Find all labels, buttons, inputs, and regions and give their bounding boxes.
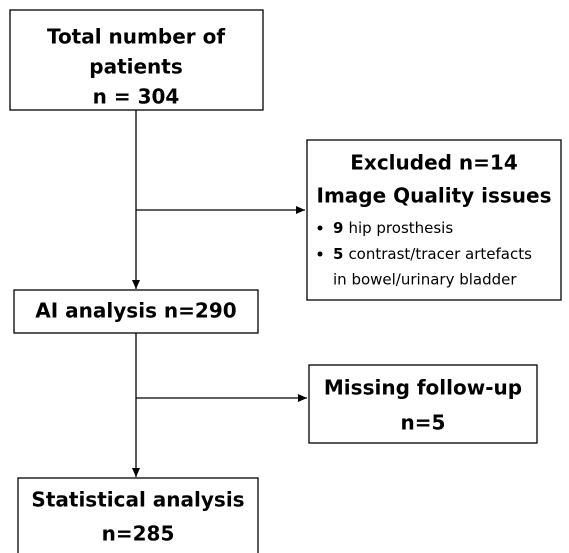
item-text: hip prosthesis	[348, 219, 453, 237]
node-text: Statistical analysis	[31, 488, 244, 512]
box-statistical	[17, 477, 259, 553]
box-missing	[308, 364, 538, 444]
node-text: patients	[89, 55, 183, 79]
node-text: n=5	[401, 411, 446, 435]
box-total	[9, 9, 264, 111]
node-subtitle: Image Quality issues	[317, 184, 552, 208]
list-item: 9 hip prosthesis	[333, 219, 453, 237]
node-text: AI analysis n=290	[35, 299, 236, 323]
node-text: n=285	[102, 522, 175, 546]
item-count: 5	[333, 245, 343, 263]
box-excluded	[306, 139, 562, 301]
node-text: Missing follow-up	[324, 376, 522, 400]
item-continuation: in bowel/urinary bladder	[333, 271, 517, 289]
item-text: contrast/tracer artefacts	[348, 245, 532, 263]
node-text: n = 304	[93, 85, 180, 109]
node-text: Total number of	[47, 25, 225, 49]
item-count: 9	[333, 219, 343, 237]
bullet	[317, 225, 323, 231]
bullet	[317, 251, 323, 257]
list-item: 5 contrast/tracer artefacts	[333, 245, 532, 263]
node-title: Excluded n=14	[350, 151, 518, 175]
box-ai-analysis	[13, 289, 259, 334]
